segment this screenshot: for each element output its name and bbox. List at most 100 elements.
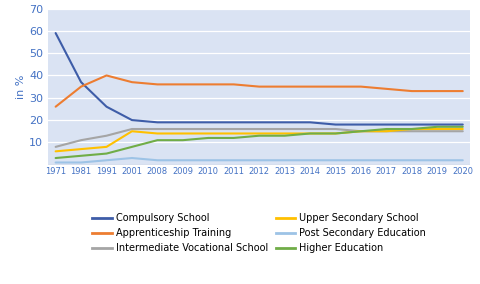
Upper Secondary School xyxy=(231,132,237,135)
Intermediate Vocational School xyxy=(409,130,415,133)
Higher Education xyxy=(155,139,160,142)
Compulsory School xyxy=(155,121,160,124)
Higher Education xyxy=(282,134,288,137)
Post Secondary Education xyxy=(409,158,415,162)
Apprenticeship Training xyxy=(180,83,186,86)
Upper Secondary School xyxy=(104,145,109,149)
Line: Apprenticeship Training: Apprenticeship Training xyxy=(56,76,463,107)
Apprenticeship Training xyxy=(358,85,364,88)
Apprenticeship Training xyxy=(129,80,135,84)
Apprenticeship Training xyxy=(155,83,160,86)
Upper Secondary School xyxy=(384,130,389,133)
Upper Secondary School xyxy=(180,132,186,135)
Post Secondary Education xyxy=(256,158,262,162)
Upper Secondary School xyxy=(155,132,160,135)
Intermediate Vocational School xyxy=(333,127,338,131)
Higher Education xyxy=(307,132,313,135)
Compulsory School xyxy=(104,105,109,108)
Post Secondary Education xyxy=(460,158,466,162)
Compulsory School xyxy=(384,123,389,126)
Compulsory School xyxy=(307,121,313,124)
Compulsory School xyxy=(434,123,440,126)
Intermediate Vocational School xyxy=(231,127,237,131)
Higher Education xyxy=(333,132,338,135)
Apprenticeship Training xyxy=(53,105,59,108)
Compulsory School xyxy=(78,80,84,84)
Intermediate Vocational School xyxy=(307,127,313,131)
Apprenticeship Training xyxy=(434,89,440,93)
Compulsory School xyxy=(53,31,59,35)
Intermediate Vocational School xyxy=(384,130,389,133)
Upper Secondary School xyxy=(282,132,288,135)
Upper Secondary School xyxy=(434,127,440,131)
Compulsory School xyxy=(282,121,288,124)
Intermediate Vocational School xyxy=(358,130,364,133)
Compulsory School xyxy=(180,121,186,124)
Post Secondary Education xyxy=(205,158,211,162)
Intermediate Vocational School xyxy=(104,134,109,137)
Upper Secondary School xyxy=(307,132,313,135)
Compulsory School xyxy=(358,123,364,126)
Higher Education xyxy=(78,154,84,158)
Compulsory School xyxy=(409,123,415,126)
Higher Education xyxy=(384,127,389,131)
Post Secondary Education xyxy=(434,158,440,162)
Line: Post Secondary Education: Post Secondary Education xyxy=(56,158,463,162)
Higher Education xyxy=(53,156,59,160)
Post Secondary Education xyxy=(180,158,186,162)
Upper Secondary School xyxy=(205,132,211,135)
Higher Education xyxy=(129,145,135,149)
Intermediate Vocational School xyxy=(53,145,59,149)
Higher Education xyxy=(180,139,186,142)
Compulsory School xyxy=(205,121,211,124)
Upper Secondary School xyxy=(53,150,59,153)
Compulsory School xyxy=(231,121,237,124)
Apprenticeship Training xyxy=(307,85,313,88)
Line: Higher Education: Higher Education xyxy=(56,127,463,158)
Apprenticeship Training xyxy=(384,87,389,91)
Post Secondary Education xyxy=(53,161,59,164)
Intermediate Vocational School xyxy=(78,139,84,142)
Line: Upper Secondary School: Upper Secondary School xyxy=(56,129,463,151)
Y-axis label: in %: in % xyxy=(16,74,26,99)
Post Secondary Education xyxy=(358,158,364,162)
Post Secondary Education xyxy=(282,158,288,162)
Compulsory School xyxy=(333,123,338,126)
Apprenticeship Training xyxy=(409,89,415,93)
Upper Secondary School xyxy=(333,132,338,135)
Line: Compulsory School: Compulsory School xyxy=(56,33,463,125)
Intermediate Vocational School xyxy=(256,127,262,131)
Post Secondary Education xyxy=(129,156,135,160)
Post Secondary Education xyxy=(333,158,338,162)
Upper Secondary School xyxy=(78,147,84,151)
Upper Secondary School xyxy=(256,132,262,135)
Intermediate Vocational School xyxy=(434,130,440,133)
Apprenticeship Training xyxy=(78,85,84,88)
Higher Education xyxy=(231,136,237,140)
Post Secondary Education xyxy=(384,158,389,162)
Intermediate Vocational School xyxy=(180,127,186,131)
Apprenticeship Training xyxy=(104,74,109,77)
Compulsory School xyxy=(256,121,262,124)
Higher Education xyxy=(256,134,262,137)
Apprenticeship Training xyxy=(256,85,262,88)
Post Secondary Education xyxy=(231,158,237,162)
Line: Intermediate Vocational School: Intermediate Vocational School xyxy=(56,129,463,147)
Intermediate Vocational School xyxy=(460,130,466,133)
Post Secondary Education xyxy=(307,158,313,162)
Post Secondary Education xyxy=(155,158,160,162)
Intermediate Vocational School xyxy=(205,127,211,131)
Intermediate Vocational School xyxy=(282,127,288,131)
Higher Education xyxy=(434,125,440,128)
Upper Secondary School xyxy=(129,130,135,133)
Intermediate Vocational School xyxy=(129,127,135,131)
Higher Education xyxy=(358,130,364,133)
Apprenticeship Training xyxy=(282,85,288,88)
Compulsory School xyxy=(460,123,466,126)
Higher Education xyxy=(460,125,466,128)
Apprenticeship Training xyxy=(205,83,211,86)
Post Secondary Education xyxy=(78,161,84,164)
Apprenticeship Training xyxy=(460,89,466,93)
Legend: Compulsory School, Apprenticeship Training, Intermediate Vocational School, Uppe: Compulsory School, Apprenticeship Traini… xyxy=(93,213,426,253)
Upper Secondary School xyxy=(460,127,466,131)
